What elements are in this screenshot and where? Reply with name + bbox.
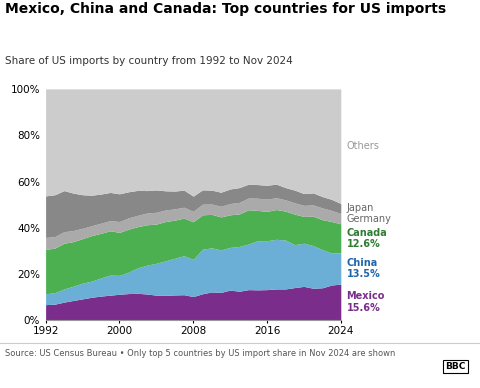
Text: Others: Others xyxy=(347,141,379,151)
Text: Mexico, China and Canada: Top countries for US imports: Mexico, China and Canada: Top countries … xyxy=(5,2,446,16)
Text: 12.6%: 12.6% xyxy=(347,239,380,249)
Text: 13.5%: 13.5% xyxy=(347,269,380,279)
Text: BBC: BBC xyxy=(445,362,466,371)
Text: Share of US imports by country from 1992 to Nov 2024: Share of US imports by country from 1992… xyxy=(5,56,292,66)
Text: 15.6%: 15.6% xyxy=(347,303,380,313)
Text: Mexico: Mexico xyxy=(347,291,385,301)
Text: Canada: Canada xyxy=(347,227,387,237)
Text: Source: US Census Bureau • Only top 5 countries by US import share in Nov 2024 a: Source: US Census Bureau • Only top 5 co… xyxy=(5,349,395,358)
Text: China: China xyxy=(347,258,378,268)
Text: Japan: Japan xyxy=(347,203,374,213)
Text: Germany: Germany xyxy=(347,214,391,223)
